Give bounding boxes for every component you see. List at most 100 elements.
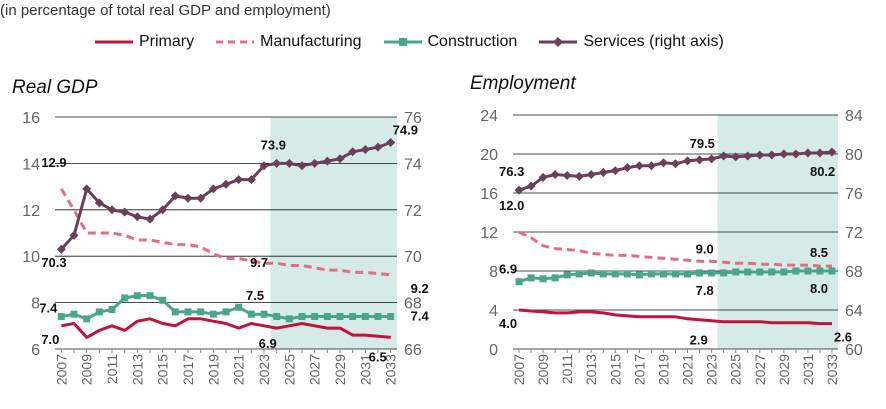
- data-point-construction: [336, 313, 344, 321]
- y-tick-label-left: 0: [489, 342, 498, 359]
- data-point-construction: [708, 269, 716, 277]
- data-point-construction: [83, 315, 91, 323]
- data-point-services: [322, 156, 332, 166]
- data-point-services: [779, 149, 789, 159]
- y-tick-label-right: 66: [404, 342, 422, 359]
- data-point-services: [598, 168, 608, 178]
- data-point-construction: [527, 274, 535, 282]
- data-point-construction: [551, 274, 559, 282]
- x-tick-label: 2007: [511, 354, 527, 385]
- data-point-services: [82, 184, 92, 194]
- data-point-construction: [635, 271, 643, 279]
- x-tick-label: 2009: [79, 354, 95, 385]
- y-tick-label-right: 84: [845, 108, 863, 125]
- data-point-services: [514, 185, 524, 195]
- data-point-construction: [387, 313, 395, 321]
- series-line-primary: [518, 308, 832, 326]
- data-label-manufacturing: 12.9: [41, 155, 66, 170]
- forecast-shaded-region: [270, 117, 397, 349]
- data-point-services: [707, 154, 717, 164]
- data-point-construction: [515, 278, 523, 286]
- data-point-construction: [273, 313, 281, 321]
- data-point-construction: [121, 294, 129, 302]
- data-label-primary: 6.5: [369, 349, 387, 364]
- data-point-services: [183, 193, 193, 203]
- data-label-services: 79.5: [690, 136, 715, 151]
- data-point-services: [56, 244, 66, 254]
- y-tick-label-left: 20: [480, 147, 498, 164]
- data-point-construction: [575, 270, 583, 278]
- data-point-construction: [732, 268, 740, 276]
- data-point-construction: [828, 267, 836, 275]
- data-label-construction: 8.0: [810, 281, 828, 296]
- data-point-services: [297, 161, 307, 171]
- data-point-construction: [647, 270, 655, 278]
- y-tick-label-left: 16: [480, 186, 498, 203]
- legend-label-construction: Construction: [427, 33, 518, 50]
- data-point-services: [120, 207, 130, 217]
- data-point-services: [586, 169, 596, 179]
- x-tick-label: 2015: [155, 354, 171, 385]
- data-label-services: 73.9: [261, 137, 286, 152]
- chart-subtitle: (in percentage of total real GDP and emp…: [0, 2, 331, 19]
- data-point-services: [69, 230, 79, 240]
- x-tick-label: 2013: [129, 354, 145, 385]
- x-tick-label: 2017: [631, 354, 647, 385]
- data-point-construction: [672, 270, 679, 278]
- data-point-services: [94, 198, 104, 208]
- data-point-construction: [323, 313, 331, 321]
- data-point-services: [526, 181, 536, 191]
- y-tick-label-left: 6: [31, 342, 40, 359]
- x-tick-label: 2019: [205, 354, 221, 385]
- x-tick-label: 2031: [800, 354, 816, 385]
- y-tick-label-right: 68: [404, 296, 422, 313]
- data-point-construction: [95, 308, 103, 316]
- data-point-construction: [222, 308, 230, 316]
- legend-item-services: Services (right axis): [539, 33, 724, 51]
- y-tick-label-left: 14: [22, 156, 40, 173]
- x-tick-label: 2007: [53, 354, 69, 385]
- data-point-services: [695, 155, 705, 165]
- panel-title-real-gdp: Real GDP: [12, 77, 98, 98]
- data-point-services: [386, 138, 396, 148]
- data-point-construction: [816, 267, 824, 275]
- data-point-construction: [720, 269, 728, 277]
- y-tick-label-right: 74: [404, 156, 422, 173]
- x-tick-label: 2015: [607, 354, 623, 385]
- data-point-services: [755, 150, 765, 160]
- data-point-construction: [260, 310, 268, 318]
- legend-label-services: Services (right axis): [583, 33, 724, 50]
- data-point-construction: [171, 308, 179, 316]
- data-point-construction: [70, 310, 78, 318]
- legend: Primary Manufacturing Construction Servi…: [95, 32, 746, 52]
- legend-swatch-services: [539, 37, 578, 47]
- data-point-services: [158, 205, 168, 215]
- data-point-services: [683, 156, 693, 166]
- y-tick-label-right: 68: [845, 264, 863, 281]
- data-point-services: [574, 171, 584, 181]
- y-tick-label-left: 24: [480, 108, 498, 125]
- data-point-construction: [349, 313, 357, 321]
- data-point-construction: [159, 296, 167, 304]
- data-point-services: [234, 175, 244, 185]
- x-tick-label: 2021: [680, 354, 696, 385]
- data-point-services: [310, 158, 320, 168]
- legend-swatch-manufacturing: [216, 40, 255, 44]
- data-point-construction: [133, 292, 141, 300]
- data-point-services: [284, 158, 294, 168]
- data-label-primary: 6.9: [259, 336, 277, 351]
- data-point-services: [562, 170, 572, 180]
- data-point-services: [791, 149, 801, 159]
- y-tick-label-right: 72: [845, 225, 863, 242]
- data-label-construction: 7.8: [696, 283, 714, 298]
- data-label-manufacturing: 9.2: [411, 281, 429, 296]
- y-tick-label-right: 80: [845, 147, 863, 164]
- data-point-services: [671, 159, 680, 169]
- data-point-services: [646, 161, 656, 171]
- x-tick-label: 2033: [383, 354, 399, 385]
- data-point-construction: [197, 308, 205, 316]
- x-tick-label: 2031: [357, 354, 373, 385]
- data-label-construction: 6.9: [499, 262, 517, 277]
- data-point-services: [132, 212, 142, 222]
- legend-swatch-construction: [383, 38, 422, 46]
